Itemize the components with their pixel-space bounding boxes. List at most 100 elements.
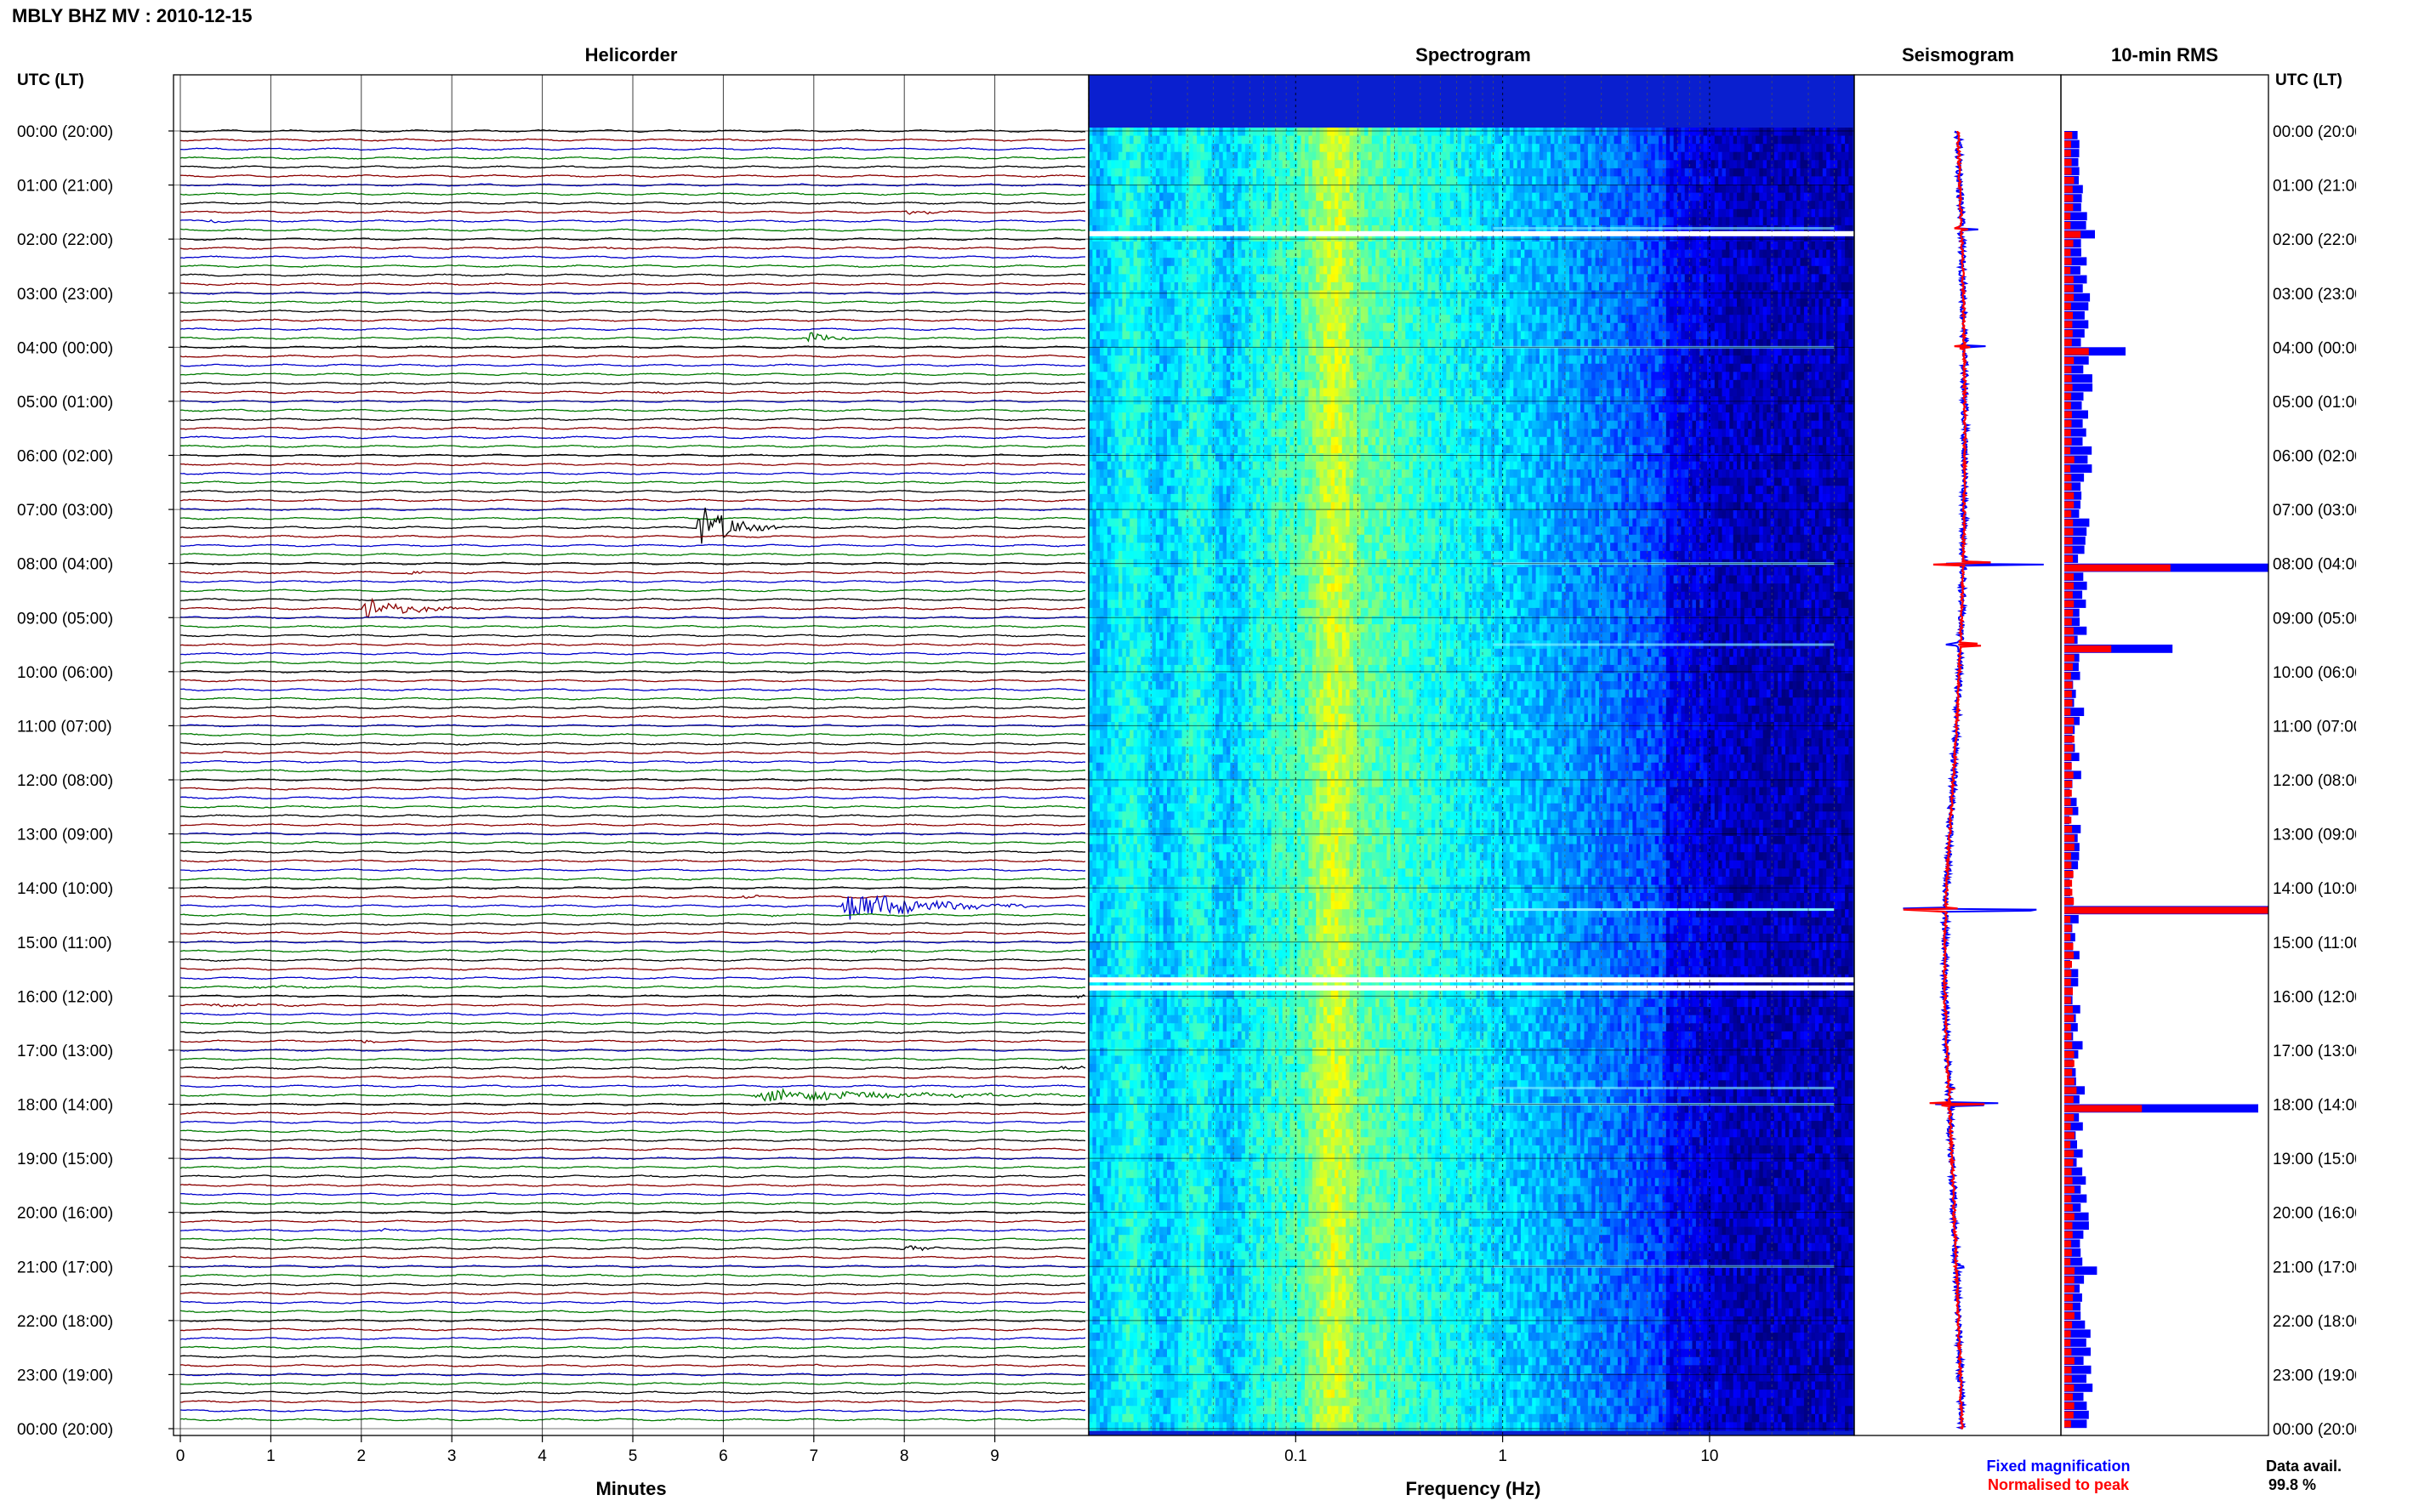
- spectrogram-cell: [1703, 306, 1708, 315]
- spectrogram-cell: [1551, 217, 1556, 226]
- spectrogram-cell: [1416, 176, 1421, 185]
- spectrogram-cell: [1241, 168, 1246, 178]
- spectrogram-cell: [1335, 135, 1340, 145]
- spectrogram-cell: [1789, 290, 1794, 299]
- spectrogram-cell: [1606, 290, 1611, 299]
- spectrogram-cell: [1241, 144, 1246, 153]
- spectrogram-cell: [1401, 160, 1406, 169]
- spectrogram-cell: [1539, 225, 1544, 235]
- spectrogram-cell: [1483, 201, 1488, 210]
- spectrogram-cell: [1394, 281, 1399, 292]
- spectrogram-cell: [1532, 315, 1537, 324]
- spectrogram-cell: [1368, 298, 1373, 308]
- spectrogram-cell: [1427, 290, 1432, 299]
- spectrogram-cell: [1222, 128, 1227, 137]
- spectrogram-cell: [1551, 249, 1556, 259]
- spectrogram-cell: [1587, 208, 1592, 218]
- spectrogram-cell: [1155, 217, 1160, 226]
- spectrogram-cell: [1762, 306, 1767, 315]
- spectrogram-cell: [1815, 168, 1819, 178]
- spectrogram-cell: [1822, 225, 1827, 235]
- spectrogram-cell: [1737, 290, 1741, 299]
- spectrogram-cell: [1238, 225, 1243, 235]
- spectrogram-cell: [1446, 281, 1451, 292]
- spectrogram-cell: [1602, 315, 1608, 324]
- spectrogram-cell: [1725, 168, 1730, 178]
- spectrogram-cell: [1714, 201, 1719, 210]
- spectrogram-cell: [1587, 306, 1592, 315]
- spectrogram-cell: [1733, 217, 1738, 226]
- spectrogram-cell: [1476, 315, 1481, 324]
- spectrogram-cell: [1327, 225, 1332, 235]
- spectrogram-cell: [1346, 242, 1351, 251]
- spectrogram-cell: [1349, 242, 1354, 251]
- spectrogram-cell: [1740, 160, 1745, 169]
- spectrogram-cell: [1845, 265, 1850, 275]
- spectrogram-cell: [1532, 128, 1537, 137]
- spectrogram-cell: [1699, 176, 1705, 185]
- spectrogram-cell: [1587, 128, 1592, 137]
- spectrogram-cell: [1695, 281, 1700, 292]
- spectrogram-cell: [1629, 298, 1633, 308]
- spectrogram-cell: [1189, 185, 1194, 194]
- spectrogram-cell: [1803, 306, 1808, 315]
- spectrogram-cell: [1811, 274, 1816, 283]
- spectrogram-cell: [1413, 249, 1417, 259]
- spectrogram-cell: [1323, 168, 1328, 178]
- spectrogram-cell: [1472, 192, 1477, 202]
- spectrogram-cell: [1535, 160, 1540, 169]
- spectrogram-cell: [1413, 281, 1417, 292]
- spectrogram-cell: [1591, 265, 1597, 275]
- spectrogram-cell: [1792, 298, 1797, 308]
- spectrogram-cell: [1323, 225, 1328, 235]
- spectrogram-cell: [1826, 168, 1831, 178]
- spectrogram-cell: [1148, 265, 1153, 275]
- spectrogram-cell: [1252, 201, 1257, 210]
- spectrogram-cell: [1215, 298, 1220, 308]
- spectrogram-cell: [1654, 290, 1659, 299]
- spectrogram-cell: [1383, 290, 1387, 299]
- spectrogram-cell: [1275, 258, 1279, 267]
- spectrogram-cell: [1435, 249, 1440, 259]
- spectrogram-cell: [1778, 249, 1783, 259]
- spectrogram-cell: [1673, 249, 1678, 259]
- spectrogram-cell: [1338, 322, 1343, 332]
- spectrogram-cell: [1170, 192, 1175, 202]
- spectrogram-cell: [1733, 208, 1738, 218]
- spectrogram-cell: [1275, 233, 1279, 242]
- spectrogram-cell: [1670, 265, 1675, 275]
- spectrogram-cell: [1796, 290, 1801, 299]
- spectrogram-cell: [1725, 225, 1730, 235]
- spectrogram-cell: [1759, 201, 1764, 210]
- spectrogram-cell: [1249, 274, 1254, 283]
- spectrogram-cell: [1230, 290, 1235, 299]
- spectrogram-cell: [1125, 208, 1130, 218]
- spectrogram-cell: [1144, 160, 1149, 169]
- spectrogram-cell: [1241, 176, 1246, 185]
- spectrogram-cell: [1640, 258, 1645, 267]
- spectrogram-cell: [1699, 242, 1705, 251]
- spectrogram-cell: [1819, 176, 1824, 185]
- spectrogram-cell: [1233, 306, 1238, 315]
- spectrogram-cell: [1211, 258, 1216, 267]
- spectrogram-cell: [1413, 135, 1417, 145]
- spectrogram-cell: [1167, 192, 1171, 202]
- spectrogram-cell: [1133, 208, 1138, 218]
- spectrogram-cell: [1152, 168, 1157, 178]
- spectrogram-cell: [1595, 225, 1600, 235]
- spectrogram-cell: [1401, 315, 1406, 324]
- spectrogram-cell: [1323, 290, 1328, 299]
- spectrogram-cell: [1505, 298, 1511, 308]
- spectrogram-cell: [1781, 128, 1786, 137]
- spectrogram-cell: [1487, 315, 1492, 324]
- spectrogram-cell: [1413, 160, 1417, 169]
- spectrogram-cell: [1454, 290, 1459, 299]
- spectrogram-cell: [1841, 217, 1846, 226]
- spectrogram-cell: [1770, 185, 1775, 194]
- spectrogram-cell: [1833, 265, 1838, 275]
- spectrogram-cell: [1773, 274, 1779, 283]
- spectrogram-cell: [1468, 265, 1473, 275]
- spectrogram-cell: [1476, 201, 1481, 210]
- spectrogram-cell: [1617, 258, 1622, 267]
- spectrogram-cell: [1800, 135, 1805, 145]
